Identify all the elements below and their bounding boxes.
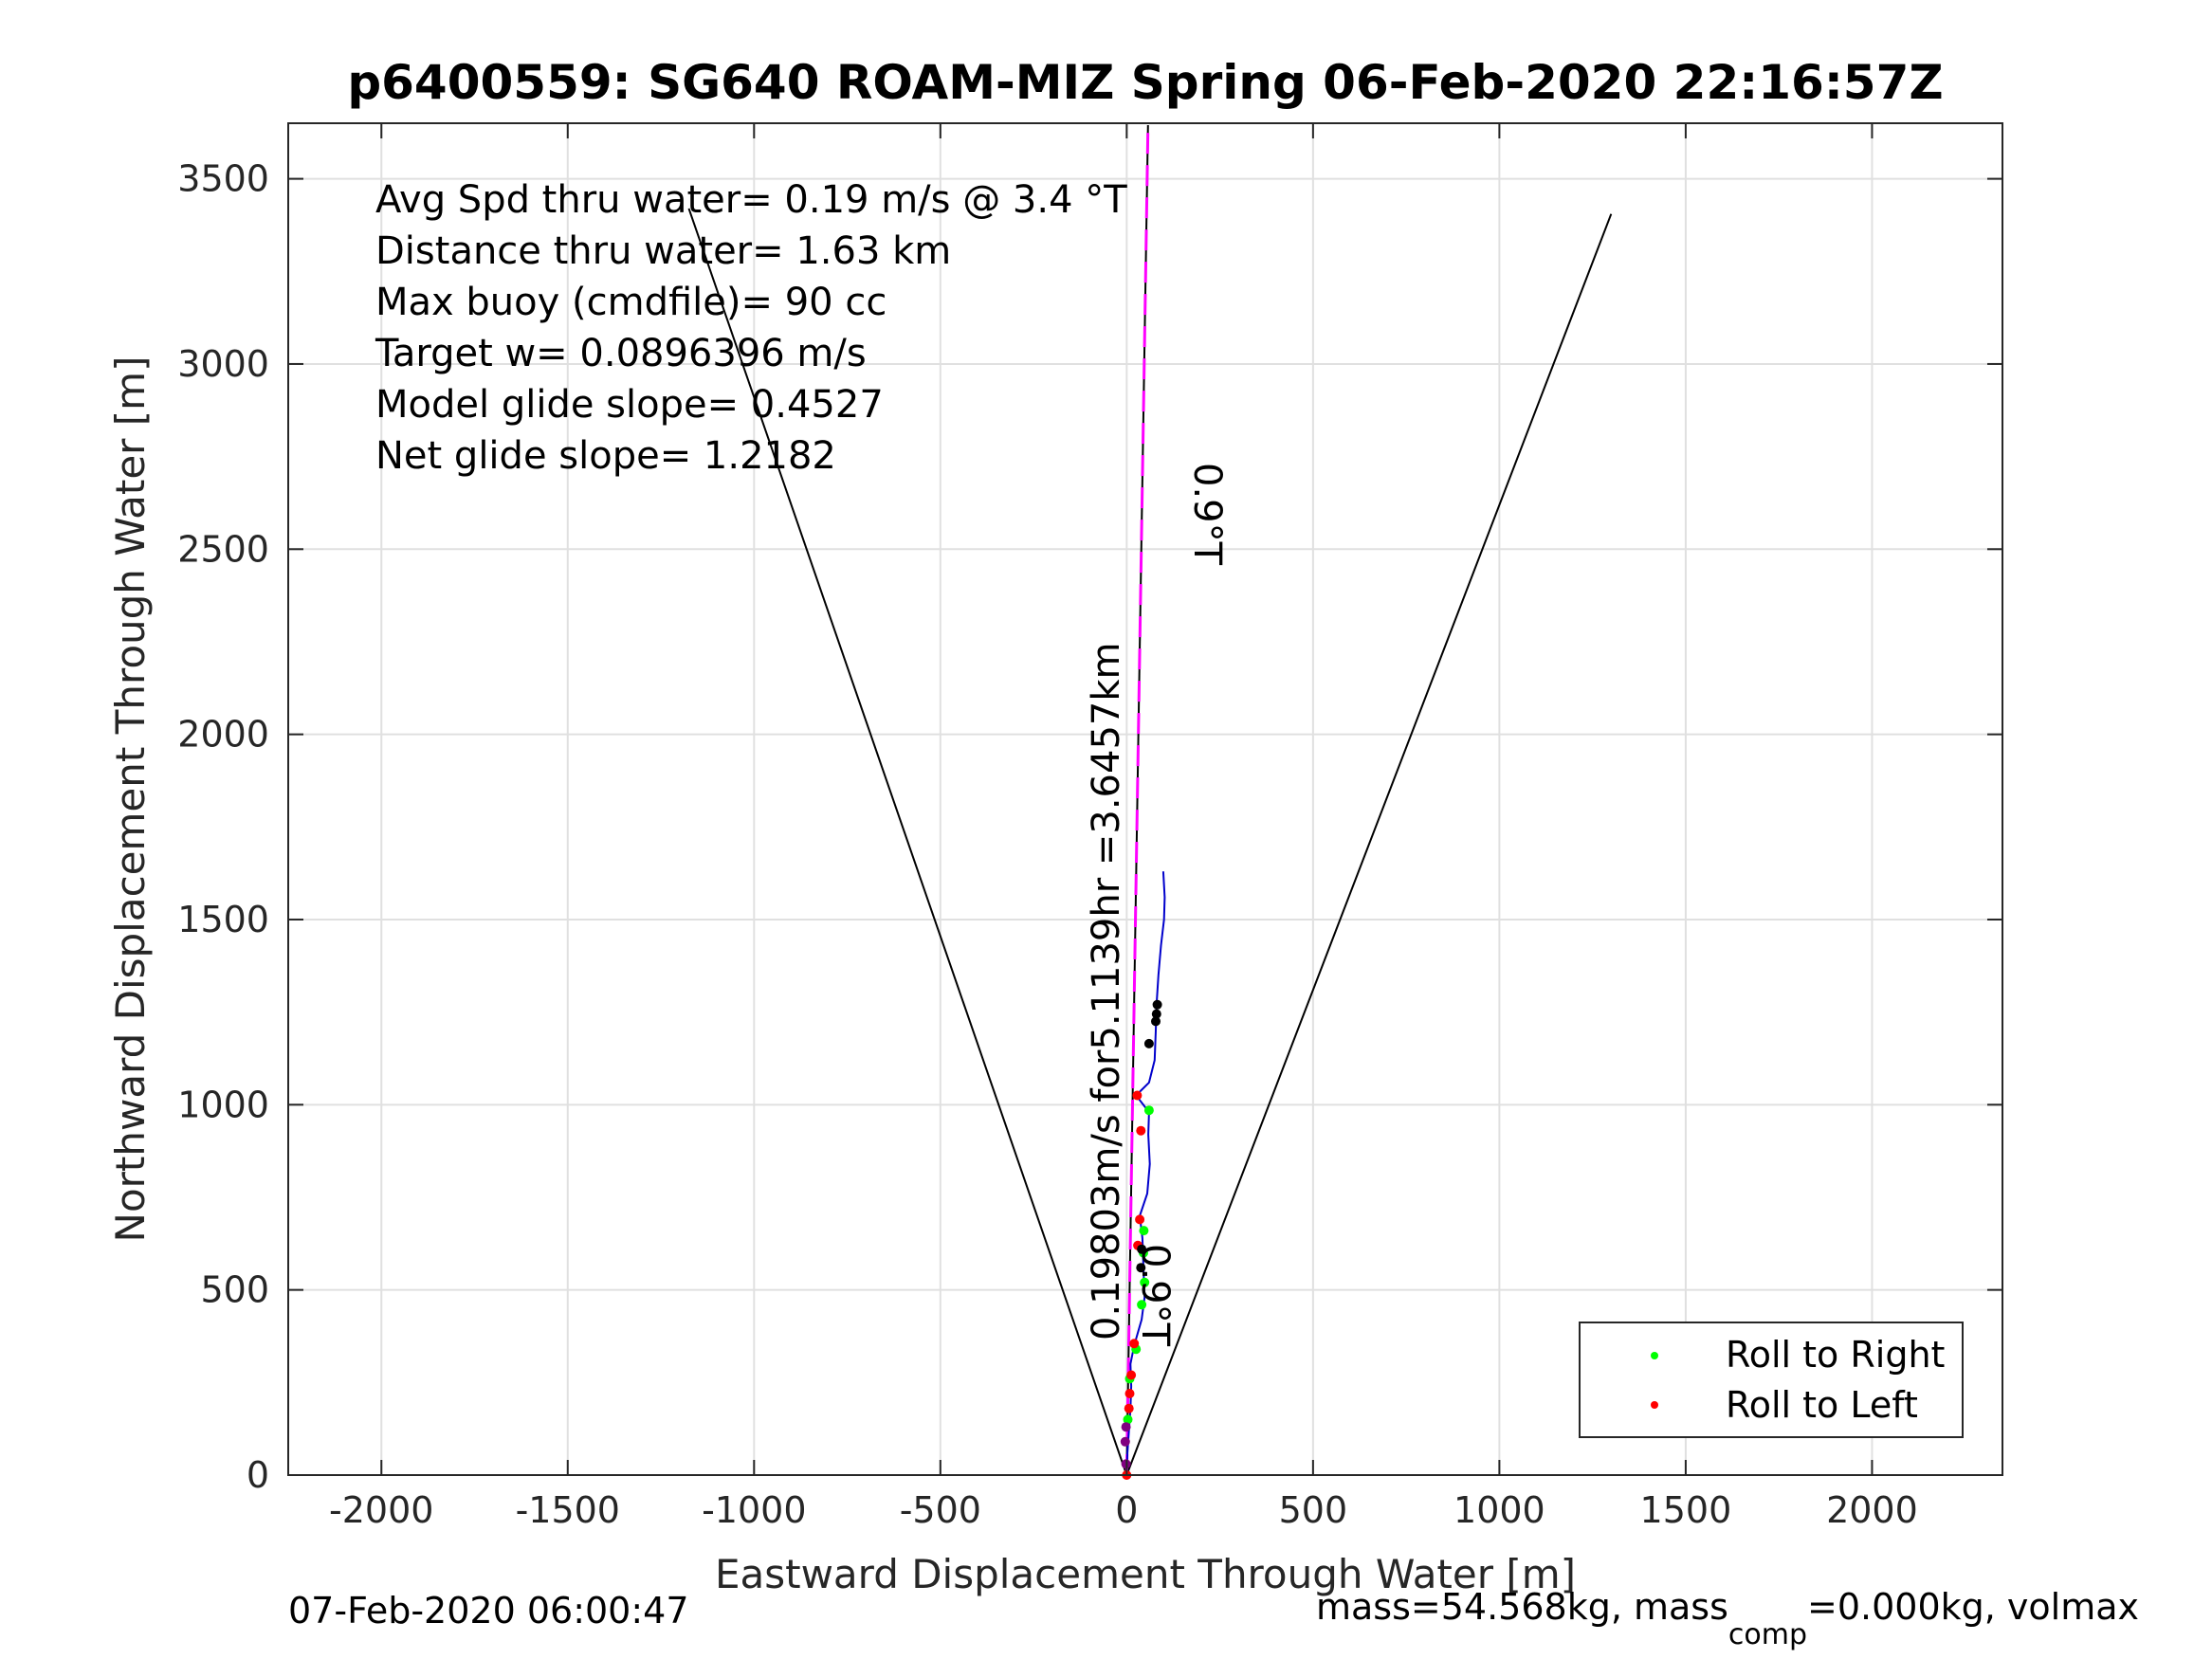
legend-marker-roll-left bbox=[1651, 1401, 1658, 1409]
series-6-point bbox=[1151, 1009, 1161, 1019]
y-tick-label: 3500 bbox=[177, 158, 269, 200]
annotation-avg-speed: Avg Spd thru water= 0.19 m/s @ 3.4 °T bbox=[375, 178, 1127, 222]
series-6-point bbox=[1136, 1263, 1146, 1273]
x-tick-label: 1500 bbox=[1640, 1489, 1732, 1531]
series-4-roll-to-right-point bbox=[1137, 1300, 1147, 1310]
annotation-block: Avg Spd thru water= 0.19 m/s @ 3.4 °T Di… bbox=[375, 178, 1127, 478]
legend: Roll to Right Roll to Left bbox=[1579, 1322, 1964, 1438]
annotation-distance: Distance thru water= 1.63 km bbox=[375, 229, 951, 273]
series-6-point bbox=[1143, 1038, 1154, 1048]
y-tick-label: 3000 bbox=[177, 343, 269, 385]
series-5-roll-to-left-point bbox=[1135, 1214, 1145, 1225]
footer-mass-prefix: mass=54.568kg, mass bbox=[1316, 1586, 1728, 1628]
series-6-point bbox=[1151, 1016, 1161, 1027]
series-1-line bbox=[1125, 124, 1149, 1476]
series-4-roll-to-right-point bbox=[1140, 1277, 1150, 1287]
y-tick-label: 2500 bbox=[177, 528, 269, 570]
y-axis-label: Northward Displacement Through Water [m] bbox=[107, 356, 154, 1243]
lower-heading-label: 0.9°T bbox=[1133, 1244, 1177, 1347]
series-4-roll-to-right-point bbox=[1123, 1414, 1133, 1425]
footer-mass-info: mass=54.568kg, masscomp=0.000kg, volmax bbox=[1316, 1586, 2139, 1651]
x-tick-label: -1000 bbox=[702, 1489, 806, 1531]
track-summary-label: 0.19803m/s for5.1139hr =3.6457km bbox=[1085, 643, 1128, 1340]
series-6-point bbox=[1137, 1244, 1147, 1254]
chart-title: p6400559: SG640 ROAM-MIZ Spring 06-Feb-2… bbox=[347, 55, 1943, 110]
x-axis-label: Eastward Displacement Through Water [m] bbox=[715, 1551, 1576, 1597]
footer-mass-suffix: =0.000kg, volmax bbox=[1807, 1586, 2139, 1628]
series-5-roll-to-left-point bbox=[1132, 1090, 1143, 1101]
upper-heading-label: 0.9°T bbox=[1185, 463, 1229, 566]
y-tick-label: 2000 bbox=[177, 714, 269, 756]
x-tick-label: 1000 bbox=[1453, 1489, 1545, 1531]
ticks: -2000 -1500 -1000 -500 0 500 1000 1500 2000 0 500 1… bbox=[177, 123, 2002, 1531]
annotation-model-glide: Model glide slope= 0.4527 bbox=[375, 383, 884, 427]
series-4-roll-to-right-point bbox=[1139, 1226, 1149, 1236]
x-tick-label: -1500 bbox=[516, 1489, 620, 1531]
x-tick-label: 500 bbox=[1279, 1489, 1348, 1531]
y-tick-label: 0 bbox=[247, 1454, 269, 1496]
legend-label-roll-left: Roll to Left bbox=[1726, 1384, 1918, 1426]
legend-marker-roll-right bbox=[1651, 1352, 1658, 1359]
series-7-point bbox=[1120, 1436, 1130, 1447]
plot-frame bbox=[287, 122, 2003, 1476]
series-6-point bbox=[1152, 999, 1162, 1010]
annotation-max-buoy: Max buoy (cmdfile)= 90 cc bbox=[375, 281, 887, 324]
y-tick-label: 1000 bbox=[177, 1084, 269, 1125]
series-4-roll-to-right-point bbox=[1143, 1105, 1154, 1116]
x-tick-label: -2000 bbox=[329, 1489, 433, 1531]
legend-box bbox=[1579, 1322, 1964, 1438]
series-5-roll-to-left-point bbox=[1124, 1389, 1135, 1398]
legend-label-roll-right: Roll to Right bbox=[1726, 1334, 1945, 1376]
x-tick-label: -500 bbox=[900, 1489, 981, 1531]
series-5-roll-to-left-point bbox=[1126, 1370, 1137, 1380]
series-5-roll-to-left-point bbox=[1129, 1339, 1140, 1349]
y-tick-label: 500 bbox=[200, 1269, 269, 1311]
footer-timestamp: 07-Feb-2020 06:00:47 bbox=[288, 1590, 689, 1632]
x-tick-label: 2000 bbox=[1826, 1489, 1918, 1531]
series-5-roll-to-left-point bbox=[1124, 1403, 1134, 1413]
footer-mass-subscript: comp bbox=[1728, 1618, 1807, 1651]
annotation-target-w: Target w= 0.0896396 m/s bbox=[375, 332, 867, 375]
annotation-net-glide: Net glide slope= 1.2182 bbox=[375, 434, 836, 478]
series-5-roll-to-left-point bbox=[1136, 1125, 1146, 1136]
y-tick-label: 1500 bbox=[177, 899, 269, 940]
x-tick-label: 0 bbox=[1115, 1489, 1138, 1531]
series-7-point bbox=[1121, 1422, 1131, 1432]
